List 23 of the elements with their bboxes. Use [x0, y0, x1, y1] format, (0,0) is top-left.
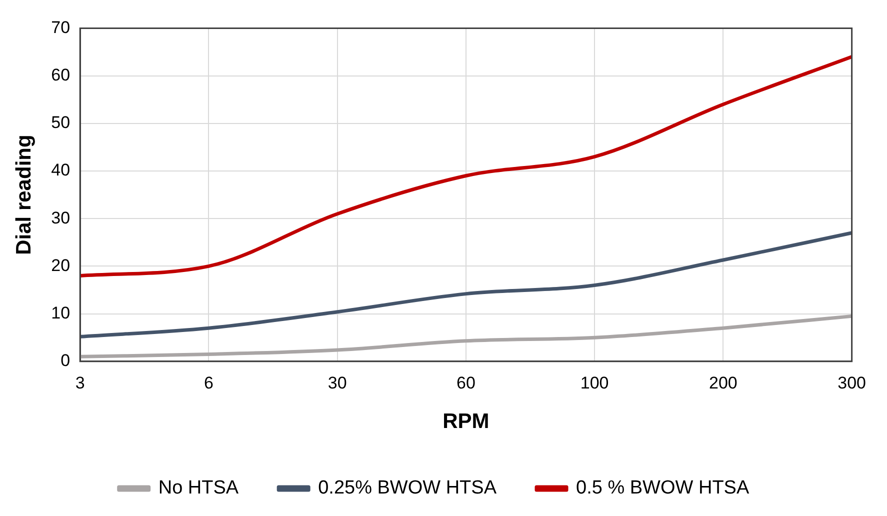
x-tick-label: 200: [709, 373, 738, 392]
y-tick-label: 20: [51, 256, 70, 275]
y-tick-label: 0: [60, 351, 70, 370]
x-tick-label: 30: [328, 373, 347, 392]
x-tick-label: 3: [75, 373, 85, 392]
legend-label: 0.5 % BWOW HTSA: [576, 478, 750, 499]
line-series: [78, 55, 854, 278]
legend-label: 0.25% BWOW HTSA: [318, 478, 497, 499]
x-tick-label: 300: [838, 373, 866, 392]
x-tick-label: 100: [580, 373, 609, 392]
y-tick-label: 50: [51, 113, 70, 132]
y-tick-label: 70: [51, 18, 70, 37]
y-tick-label: 60: [51, 65, 70, 84]
y-axis-title: Dial reading: [12, 134, 36, 255]
x-tick-label: 60: [456, 373, 476, 392]
x-axis-title: RPM: [442, 410, 490, 434]
y-tick-label: 30: [51, 208, 70, 228]
x-tick-label: 6: [204, 373, 214, 392]
line-series: [78, 314, 854, 358]
y-tick-label: 40: [51, 160, 70, 180]
legend-label: No HTSA: [158, 478, 239, 499]
y-tick-label: 10: [51, 303, 70, 322]
line-series: [78, 231, 854, 338]
